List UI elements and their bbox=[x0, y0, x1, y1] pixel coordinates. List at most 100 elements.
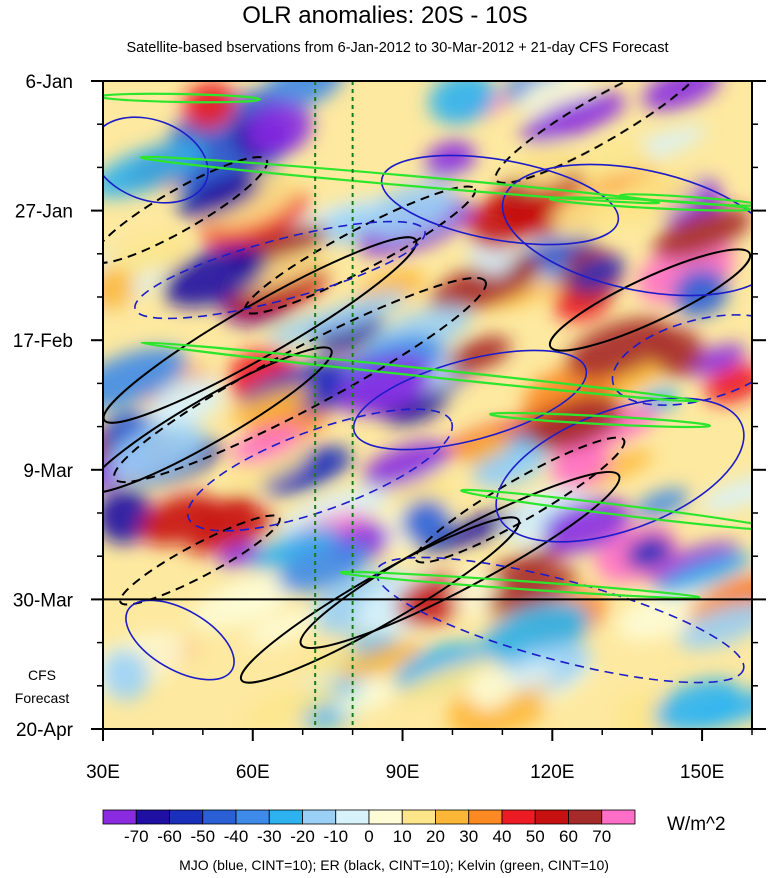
olr-patch bbox=[566, 317, 673, 380]
contour-line bbox=[140, 341, 700, 403]
olr-patch bbox=[648, 542, 740, 586]
colorbar-swatch bbox=[102, 809, 137, 825]
contour-line bbox=[243, 185, 477, 315]
olr-patch bbox=[248, 526, 341, 571]
contour-line bbox=[119, 514, 281, 606]
contour-line bbox=[352, 349, 588, 451]
contour-line bbox=[375, 556, 745, 684]
y-tick-label: 20-Apr bbox=[16, 720, 74, 741]
olr-patch bbox=[333, 682, 397, 715]
olr-patch bbox=[103, 140, 207, 198]
reference-lines bbox=[103, 81, 752, 729]
y-tick-label: 27-Jan bbox=[15, 202, 73, 223]
colorbar-swatch bbox=[169, 809, 204, 825]
colorbar-label: -30 bbox=[257, 827, 282, 846]
olr-patch bbox=[678, 601, 752, 650]
olr-patch bbox=[656, 553, 752, 596]
colorbar-label: 60 bbox=[559, 827, 578, 846]
olr-patch bbox=[186, 511, 278, 554]
olr-patch bbox=[200, 495, 258, 528]
colorbar-swatch bbox=[501, 809, 536, 825]
x-tick-label: 90E bbox=[386, 762, 420, 783]
contour-line bbox=[489, 411, 711, 429]
colorbar-units: W/m^2 bbox=[667, 814, 726, 835]
contour-line bbox=[414, 436, 626, 564]
olr-patch bbox=[653, 207, 752, 259]
y-tick-label: 9-Mar bbox=[23, 461, 73, 482]
contour-line bbox=[103, 92, 262, 104]
olr-patch bbox=[261, 81, 344, 110]
olr-patch bbox=[473, 445, 550, 489]
colorbar-swatch bbox=[435, 809, 470, 825]
olr-patch bbox=[246, 610, 318, 647]
x-axis: 30E 60E 90E 120E 150E bbox=[86, 729, 753, 783]
contour-line bbox=[134, 220, 426, 320]
colorbar-swatch bbox=[534, 809, 569, 825]
contour-line bbox=[380, 154, 620, 246]
olr-patch bbox=[277, 541, 370, 593]
colorbar-label: 10 bbox=[393, 827, 412, 846]
olr-patch bbox=[700, 475, 752, 513]
colorbar-swatch bbox=[468, 809, 503, 825]
y-tick-label: 30-Mar bbox=[13, 590, 74, 611]
chart-title: OLR anomalies: 20S - 10S bbox=[242, 2, 528, 29]
olr-patch bbox=[139, 493, 221, 546]
colorbar-swatch bbox=[302, 809, 337, 825]
colorbar-label: -70 bbox=[124, 827, 149, 846]
olr-patch bbox=[466, 667, 518, 709]
contour-line bbox=[460, 488, 752, 532]
y-tick-label: 6-Jan bbox=[25, 72, 73, 93]
colorbar-swatch bbox=[368, 809, 403, 825]
olr-patch bbox=[246, 101, 313, 156]
olr-patch bbox=[704, 364, 752, 404]
colorbar-label: -60 bbox=[157, 827, 182, 846]
contour-line bbox=[103, 116, 209, 204]
olr-patch bbox=[233, 585, 278, 620]
contour-line bbox=[619, 193, 752, 207]
olr-patch bbox=[228, 443, 307, 485]
olr-patch bbox=[642, 81, 721, 111]
olr-patch bbox=[451, 567, 497, 618]
forecast-label: CFS Forecast bbox=[8, 664, 76, 710]
plot-frame bbox=[102, 80, 753, 730]
colorbar-swatch bbox=[601, 809, 636, 825]
contour-line bbox=[103, 346, 333, 494]
olr-patch bbox=[228, 385, 312, 425]
olr-patch bbox=[261, 446, 352, 495]
olr-patch bbox=[616, 693, 671, 729]
olr-patch bbox=[103, 234, 189, 281]
olr-patch bbox=[243, 684, 341, 728]
olr-patch bbox=[601, 170, 698, 225]
olr-patch bbox=[428, 81, 496, 125]
olr-patch bbox=[340, 641, 422, 680]
contour-legend: MJO (blue, CINT=10); ER (black, CINT=10)… bbox=[179, 857, 609, 873]
olr-patch bbox=[543, 497, 632, 554]
olr-patch bbox=[424, 140, 476, 180]
colorbar-swatch bbox=[268, 809, 303, 825]
colorbar: -70 -60 -50 -40 -30 -20 -10 0 10 20 30 40 50 60 70 bbox=[102, 809, 636, 846]
colorbar-label: 30 bbox=[459, 827, 478, 846]
olr-patch bbox=[103, 488, 153, 544]
colorbar-label: -50 bbox=[190, 827, 215, 846]
contour-line bbox=[239, 516, 521, 684]
colorbar-label: 0 bbox=[364, 827, 373, 846]
forecast-label-line-2: Forecast bbox=[14, 690, 70, 706]
olr-patch bbox=[163, 245, 267, 308]
olr-patch bbox=[520, 92, 627, 144]
olr-patch bbox=[487, 545, 568, 582]
wave-contours bbox=[103, 81, 752, 684]
olr-patch bbox=[394, 657, 500, 703]
forecast-label-line-1: CFS bbox=[28, 667, 56, 683]
colorbar-label: -20 bbox=[290, 827, 315, 846]
colorbar-label: 40 bbox=[493, 827, 512, 846]
contour-line bbox=[139, 155, 661, 205]
x-tick-label: 120E bbox=[530, 762, 574, 783]
contour-line bbox=[125, 599, 235, 681]
colorbar-label: 20 bbox=[426, 827, 445, 846]
olr-patch bbox=[177, 173, 260, 218]
colorbar-swatch bbox=[202, 809, 237, 825]
olr-patch bbox=[230, 425, 302, 464]
contour-line bbox=[501, 163, 752, 297]
olr-patch bbox=[401, 498, 451, 546]
